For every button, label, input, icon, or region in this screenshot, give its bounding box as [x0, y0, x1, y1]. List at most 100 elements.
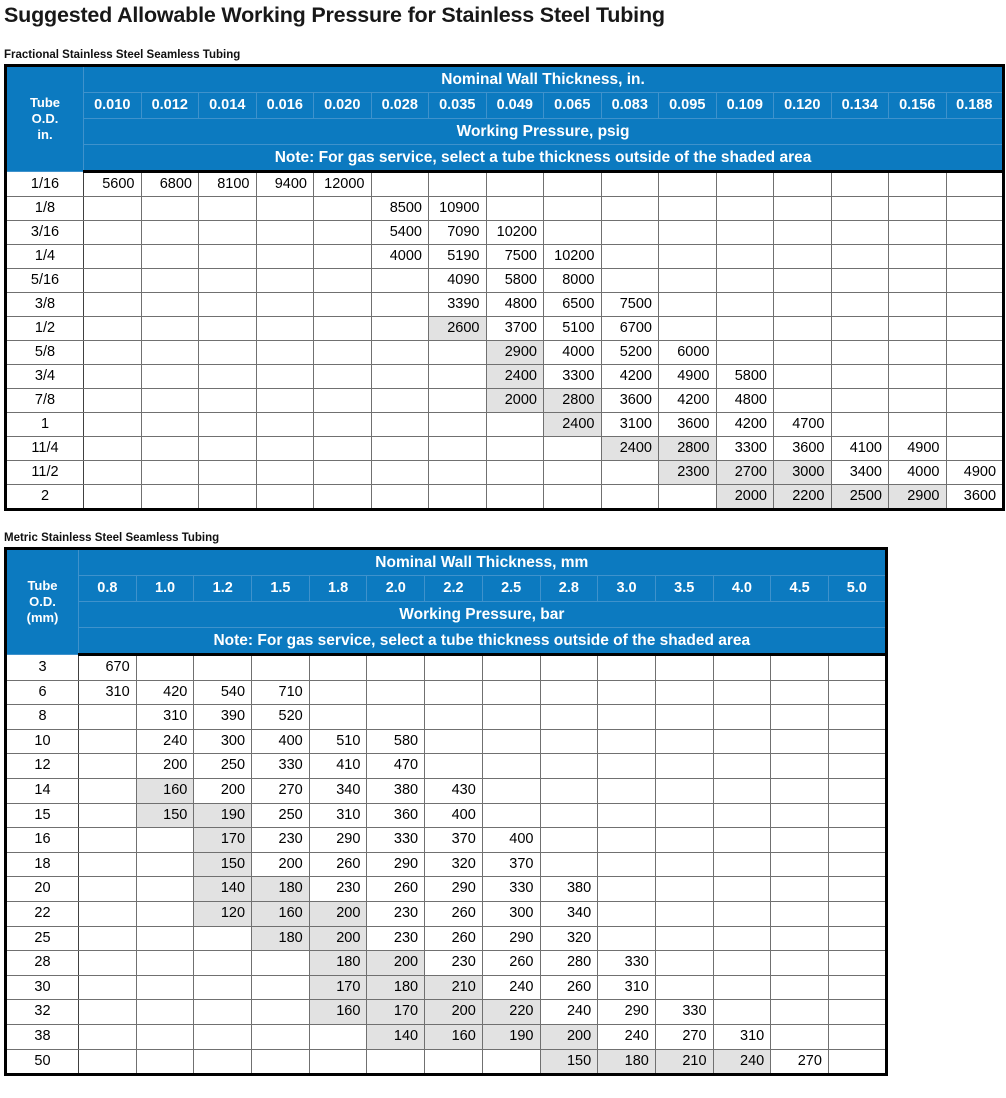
thickness-column-header-0.156: 0.156: [888, 92, 947, 119]
pressure-cell: [428, 460, 487, 485]
pressure-cell: 290: [424, 876, 483, 902]
pressure-cell: [827, 974, 888, 1001]
metric-od-header: Tube O.D. (mm): [4, 547, 79, 655]
pressure-cell: 4800: [485, 292, 544, 317]
pressure-cell: [481, 704, 541, 730]
pressure-cell: [770, 802, 829, 829]
tube-od-cell: 8: [4, 704, 79, 730]
pressure-cell: [428, 436, 487, 461]
pressure-cell: 160: [251, 900, 310, 927]
pressure-cell: [539, 679, 599, 706]
thickness-column-header-1.2: 1.2: [193, 575, 253, 602]
pressure-cell: [712, 900, 772, 927]
table-row: 18 150 200 260 290 320 370: [4, 851, 888, 878]
pressure-cell: 240: [481, 974, 541, 1001]
pressure-cell: [251, 654, 310, 681]
pressure-cell: 260: [424, 900, 483, 927]
pressure-cell: [830, 220, 889, 245]
pressure-cell: [945, 436, 1006, 461]
pressure-cell: [827, 728, 888, 755]
pressure-cell: 12000: [313, 171, 372, 197]
pressure-cell: 520: [251, 704, 310, 730]
pressure-cell: [78, 704, 137, 730]
pressure-cell: [597, 925, 656, 952]
pressure-cell: [712, 679, 772, 706]
thickness-column-header-0.120: 0.120: [773, 92, 832, 119]
pressure-cell: 300: [481, 900, 541, 927]
pressure-cell: [78, 925, 137, 952]
thickness-column-header-4.5: 4.5: [770, 575, 829, 602]
pressure-cell: [198, 436, 257, 461]
pressure-cell: [770, 777, 829, 804]
fractional-thickness-title: Nominal Wall Thickness, in.: [82, 64, 1006, 93]
pressure-cell: [600, 220, 659, 245]
pressure-cell: [600, 196, 659, 221]
pressure-cell: [827, 753, 888, 779]
pressure-cell: 420: [135, 679, 195, 706]
pressure-cell: 320: [424, 851, 483, 878]
pressure-cell: 230: [366, 900, 426, 927]
pressure-cell: [485, 171, 544, 197]
pressure-cell: 4090: [428, 268, 487, 293]
pressure-cell: [712, 728, 772, 755]
pressure-cell: [712, 925, 772, 952]
pressure-cell: [888, 171, 947, 197]
tube-od-cell: 1/4: [4, 244, 84, 269]
pressure-cell: [830, 196, 889, 221]
pressure-cell: 400: [251, 728, 310, 755]
thickness-column-header-2.2: 2.2: [424, 575, 483, 602]
pressure-cell: [193, 974, 253, 1001]
pressure-cell: [543, 460, 602, 485]
pressure-cell: [539, 851, 599, 878]
pressure-cell: [888, 364, 947, 389]
pressure-cell: [600, 484, 659, 511]
pressure-cell: [366, 704, 426, 730]
pressure-cell: 400: [424, 802, 483, 829]
pressure-cell: [78, 802, 137, 829]
pressure-cell: [715, 268, 774, 293]
pressure-cell: [773, 244, 832, 269]
thickness-column-header-2.0: 2.0: [366, 575, 426, 602]
thickness-column-header-2.8: 2.8: [539, 575, 599, 602]
pressure-cell: [888, 220, 947, 245]
pressure-cell: [770, 753, 829, 779]
pressure-cell: [370, 484, 429, 511]
pressure-cell: [712, 802, 772, 829]
thickness-column-header-1.8: 1.8: [308, 575, 368, 602]
pressure-cell: [770, 876, 829, 902]
pressure-cell: 270: [251, 777, 310, 804]
pressure-cell: 7500: [485, 244, 544, 269]
thickness-column-header-5.0: 5.0: [827, 575, 888, 602]
pressure-cell: [83, 412, 142, 437]
tube-od-cell: 32: [4, 999, 79, 1025]
pressure-cell: [543, 196, 602, 221]
pressure-cell: [543, 484, 602, 511]
pressure-cell: [135, 876, 195, 902]
metric-pressure-table: Tube O.D. (mm) Nominal Wall Thickness, m…: [4, 547, 888, 1077]
pressure-cell: [658, 220, 717, 245]
pressure-cell: [945, 316, 1006, 341]
pressure-cell: [313, 340, 372, 365]
pressure-cell: [658, 484, 717, 511]
fractional-pressure-title: Working Pressure, psig: [82, 118, 1006, 145]
pressure-cell: [830, 340, 889, 365]
pressure-cell: 410: [308, 753, 368, 779]
thickness-column-header-0.134: 0.134: [830, 92, 889, 119]
pressure-cell: [827, 777, 888, 804]
pressure-cell: [313, 364, 372, 389]
pressure-cell: [424, 728, 483, 755]
pressure-cell: [827, 876, 888, 902]
fractional-od-header: Tube O.D. in.: [4, 64, 84, 172]
pressure-cell: [770, 728, 829, 755]
pressure-cell: 2200: [773, 484, 832, 511]
pressure-cell: [135, 827, 195, 853]
pressure-cell: 140: [193, 876, 253, 902]
pressure-cell: [945, 171, 1006, 197]
page-title: Suggested Allowable Working Pressure for…: [4, 3, 665, 27]
pressure-cell: 3600: [600, 388, 659, 413]
pressure-cell: [78, 1023, 137, 1050]
pressure-cell: 340: [539, 900, 599, 927]
pressure-cell: [888, 412, 947, 437]
pressure-cell: [888, 340, 947, 365]
